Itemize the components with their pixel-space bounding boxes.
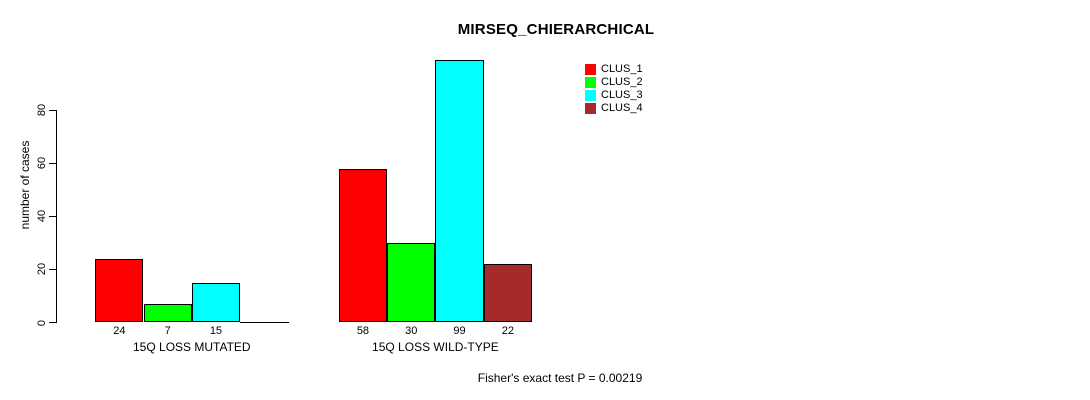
bar-value-label: 22	[501, 325, 514, 337]
y-axis-tick-label: 80	[36, 103, 48, 117]
y-axis-tick-label: 0	[36, 319, 48, 326]
bar-value-label: 7	[164, 325, 171, 337]
legend-label: CLUS_3	[601, 89, 643, 101]
legend-item: CLUS_3	[585, 89, 643, 102]
bar	[338, 168, 388, 323]
y-axis-tick-label: 40	[36, 210, 48, 223]
bar	[191, 282, 241, 323]
legend-item: CLUS_4	[585, 102, 643, 115]
bar-value-label: 24	[113, 325, 126, 337]
y-axis-tick-label: 20	[36, 263, 48, 276]
y-axis-tick	[49, 162, 56, 164]
bar	[483, 264, 532, 323]
bar-zero-height	[240, 321, 290, 323]
legend-swatch	[585, 103, 596, 114]
x-group-label: 15Q LOSS MUTATED	[133, 340, 251, 354]
legend: CLUS_1 CLUS_2 CLUS_3 CLUS_4	[585, 63, 643, 115]
legend-swatch	[585, 64, 596, 75]
y-axis-tick-label: 60	[36, 157, 48, 170]
y-axis-tick	[49, 268, 56, 270]
bar	[95, 258, 144, 323]
y-axis-tick	[49, 215, 56, 217]
bar-value-label: 58	[356, 325, 370, 337]
chart-title: MIRSEQ_CHIERARCHICAL	[457, 21, 655, 38]
bar	[435, 59, 484, 323]
legend-item: CLUS_2	[585, 76, 643, 89]
y-axis-label: number of cases	[18, 140, 32, 230]
legend-label: CLUS_4	[601, 102, 643, 114]
legend-swatch	[585, 90, 596, 101]
fisher-test-note: Fisher's exact test P = 0.00219	[477, 371, 643, 385]
y-axis-tick	[49, 109, 56, 111]
bar-value-label: 15	[209, 325, 223, 337]
y-axis-line	[56, 110, 57, 323]
legend-swatch	[585, 77, 596, 88]
bar	[387, 242, 436, 323]
y-axis-tick	[49, 322, 56, 323]
x-group-label: 15Q LOSS WILD-TYPE	[372, 340, 499, 354]
legend-label: CLUS_2	[601, 76, 643, 88]
legend-item: CLUS_1	[585, 63, 643, 76]
bar-value-label: 30	[405, 325, 418, 337]
bar	[143, 303, 192, 323]
legend-label: CLUS_1	[601, 63, 643, 75]
bar-value-label: 99	[453, 325, 466, 337]
